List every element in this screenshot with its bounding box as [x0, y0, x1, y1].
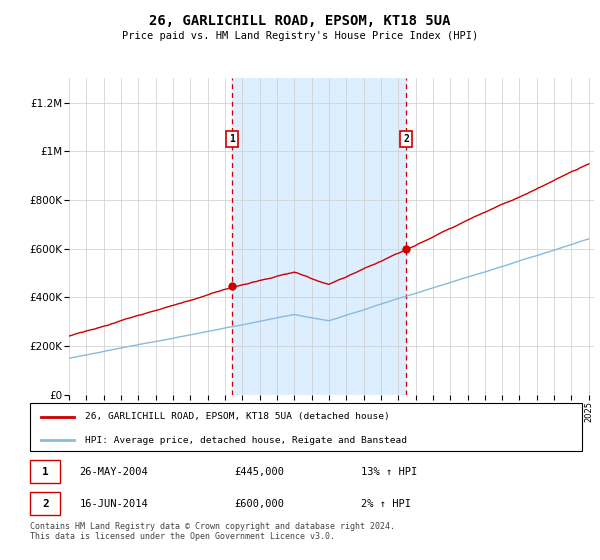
- Text: 2: 2: [403, 134, 409, 144]
- Bar: [30, 492, 61, 515]
- Bar: [30, 460, 61, 483]
- Text: 26, GARLICHILL ROAD, EPSOM, KT18 5UA: 26, GARLICHILL ROAD, EPSOM, KT18 5UA: [149, 14, 451, 28]
- Text: 26-MAY-2004: 26-MAY-2004: [80, 466, 148, 477]
- Text: 13% ↑ HPI: 13% ↑ HPI: [361, 466, 418, 477]
- Text: 2% ↑ HPI: 2% ↑ HPI: [361, 499, 411, 509]
- Text: Price paid vs. HM Land Registry's House Price Index (HPI): Price paid vs. HM Land Registry's House …: [122, 31, 478, 41]
- Text: Contains HM Land Registry data © Crown copyright and database right 2024.
This d: Contains HM Land Registry data © Crown c…: [30, 522, 395, 542]
- Text: £445,000: £445,000: [234, 466, 284, 477]
- Text: 16-JUN-2014: 16-JUN-2014: [80, 499, 148, 509]
- Text: 26, GARLICHILL ROAD, EPSOM, KT18 5UA (detached house): 26, GARLICHILL ROAD, EPSOM, KT18 5UA (de…: [85, 412, 390, 421]
- Bar: [232, 78, 406, 395]
- Text: 1: 1: [229, 134, 235, 144]
- Text: 2: 2: [42, 499, 49, 509]
- Text: HPI: Average price, detached house, Reigate and Banstead: HPI: Average price, detached house, Reig…: [85, 436, 407, 445]
- Text: £600,000: £600,000: [234, 499, 284, 509]
- Text: 1: 1: [42, 466, 49, 477]
